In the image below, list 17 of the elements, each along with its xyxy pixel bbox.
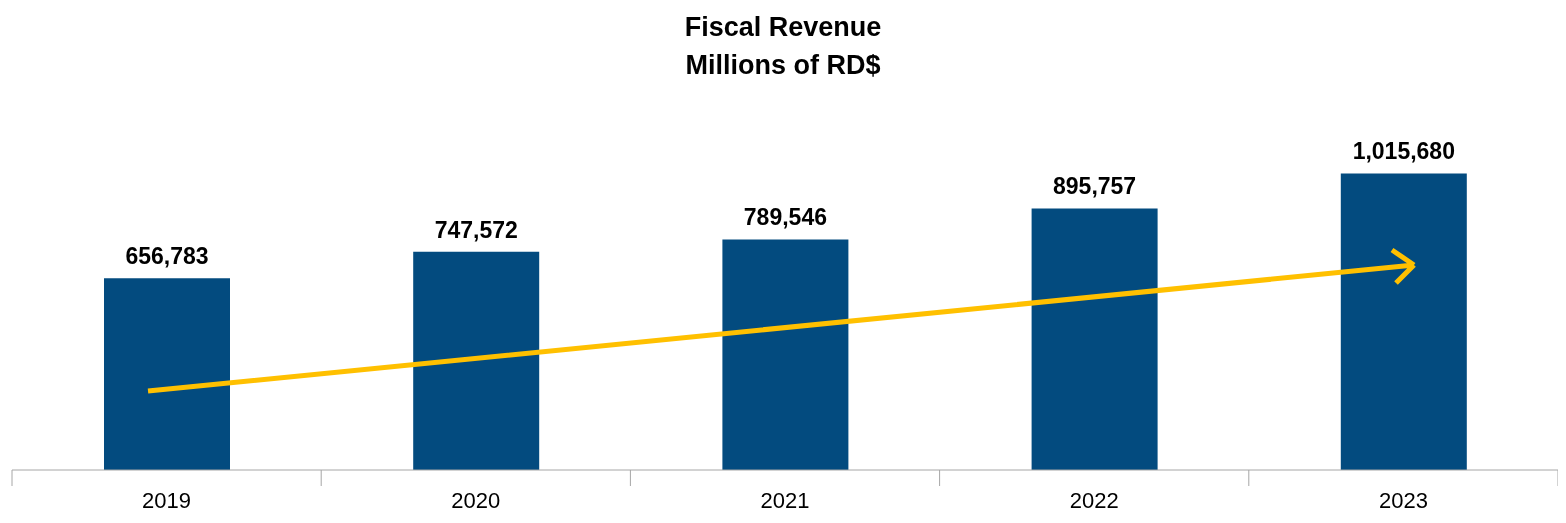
x-tick-label: 2023 (1378, 488, 1428, 513)
data-label: 789,546 (743, 204, 827, 231)
data-label: 747,572 (434, 216, 518, 243)
data-label: 656,783 (125, 243, 209, 270)
data-label: 1,015,680 (1352, 138, 1455, 165)
x-tick-label: 2019 (142, 488, 192, 513)
bar (104, 278, 230, 470)
chart-subtitle: Millions of RD$ (684, 49, 882, 82)
bar (722, 239, 849, 470)
x-tick-label: 2022 (1069, 488, 1119, 513)
bar (1340, 173, 1467, 470)
chart-title: Fiscal Revenue (683, 11, 883, 44)
bar (413, 251, 540, 470)
x-tick-label: 2020 (451, 488, 501, 513)
bar (1031, 208, 1158, 470)
x-tick-label: 2021 (760, 488, 810, 513)
data-label: 895,757 (1053, 173, 1137, 200)
